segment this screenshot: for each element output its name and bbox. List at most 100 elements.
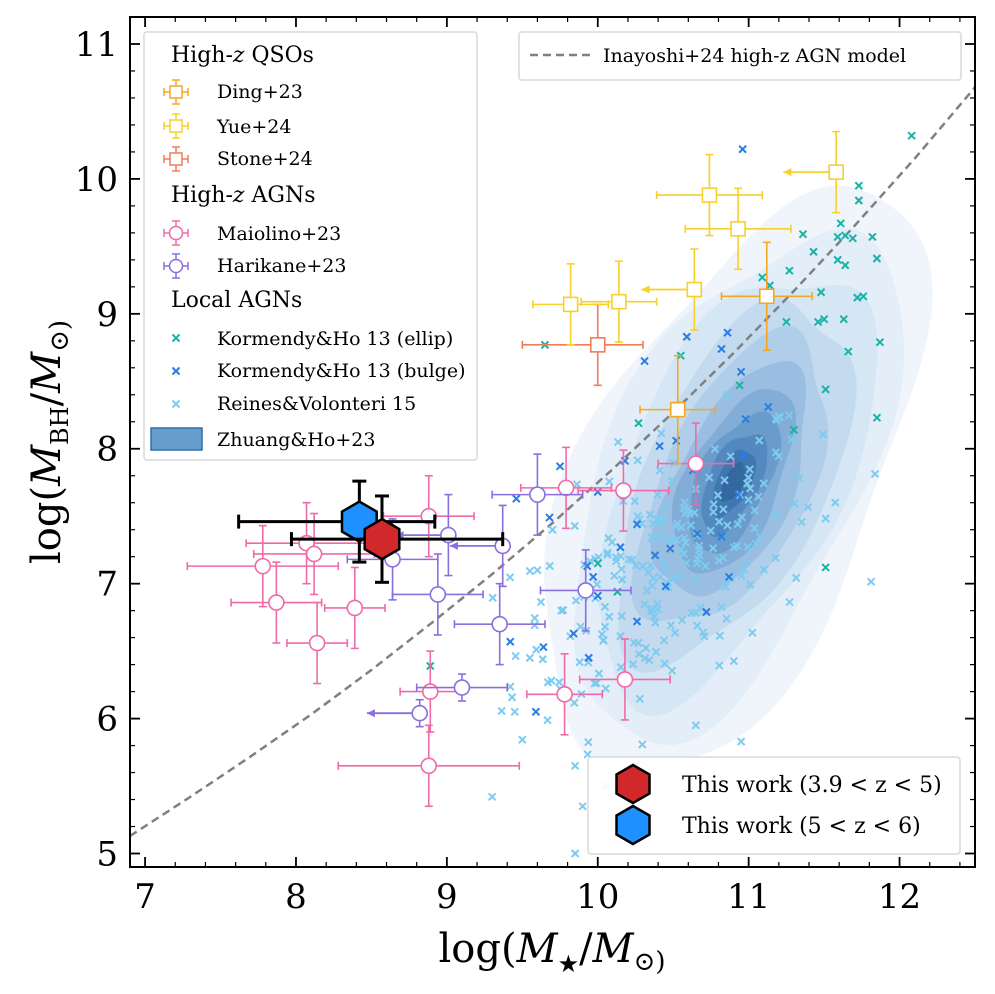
kh-bulge-point-b bbox=[650, 551, 660, 560]
rv15-point-b bbox=[649, 612, 659, 621]
kh-ellip-point-b bbox=[782, 317, 791, 327]
rv15-point-b bbox=[821, 514, 830, 523]
kh-ellip-point bbox=[854, 181, 864, 190]
maiolino-point bbox=[186, 524, 340, 608]
rv15-point-b bbox=[722, 614, 731, 623]
rv15-point bbox=[735, 490, 744, 499]
harikane-point bbox=[449, 504, 512, 588]
x-tick-label: 12 bbox=[878, 877, 921, 917]
rv15-point-b bbox=[831, 498, 840, 507]
rv15-point-b bbox=[673, 519, 682, 528]
rv15-point bbox=[653, 490, 662, 499]
rv15-point bbox=[818, 430, 828, 439]
kh-bulge-point-b bbox=[632, 520, 642, 529]
legend-heading-qsos: High-z QSOs bbox=[171, 43, 314, 68]
kh-ellip-point-b bbox=[819, 315, 829, 324]
rv15-point bbox=[661, 502, 671, 511]
rv15-point bbox=[722, 614, 731, 623]
rv15-point bbox=[748, 628, 757, 637]
rv15-point bbox=[530, 621, 539, 630]
rv15-point-b bbox=[634, 649, 644, 659]
kh-bulge-point bbox=[741, 414, 750, 424]
rv15-point-b bbox=[870, 469, 880, 479]
rv15-point-b bbox=[680, 534, 689, 543]
svg-text:Zhuang&Ho+23: Zhuang&Ho+23 bbox=[217, 429, 375, 451]
maiolino-point-marker bbox=[421, 683, 439, 700]
rv15-point-b bbox=[600, 622, 610, 632]
rv15-point bbox=[655, 466, 665, 475]
kh-bulge-point bbox=[555, 462, 565, 471]
maiolino-point-marker bbox=[615, 482, 632, 499]
legend-item-rv15: Reines&Volonteri 15 bbox=[171, 393, 416, 415]
rv15-point-b bbox=[570, 849, 580, 858]
rv15-point bbox=[603, 548, 612, 557]
rv15-point-b bbox=[692, 559, 702, 568]
maiolino-point bbox=[337, 724, 521, 808]
kh-ellip-point-b bbox=[833, 232, 842, 242]
rv15-point bbox=[792, 573, 801, 583]
kh-bulge-point-b bbox=[741, 414, 750, 424]
rv15-point-b bbox=[545, 561, 554, 571]
rv15-point bbox=[538, 655, 547, 664]
rv15-point bbox=[704, 473, 714, 482]
maiolino-point-marker bbox=[308, 634, 326, 652]
kh-ellip-point bbox=[634, 418, 643, 428]
rv15-point-b bbox=[714, 556, 724, 565]
rv15-point bbox=[797, 517, 806, 527]
maiolino-point bbox=[577, 449, 670, 532]
rv15-point-b bbox=[641, 643, 651, 653]
x-tick-label: 9 bbox=[436, 877, 458, 917]
rv15-point-b bbox=[677, 615, 687, 625]
kh-bulge-point bbox=[655, 441, 664, 451]
harikane-point-arrowhead bbox=[449, 541, 458, 550]
rv15-point-b bbox=[687, 608, 696, 618]
rv15-point-b bbox=[676, 545, 686, 554]
rv15-point bbox=[654, 520, 664, 529]
kh-ellip-point bbox=[809, 247, 818, 256]
x-tick-label: 8 bbox=[285, 877, 307, 917]
rv15-point bbox=[634, 649, 644, 659]
y-axis-label: log(MBH/M⊙) bbox=[24, 320, 75, 564]
rv15-point-b bbox=[736, 571, 746, 581]
kh-bulge-point bbox=[616, 543, 625, 552]
rv15-point bbox=[726, 452, 735, 461]
rv15-point bbox=[585, 556, 595, 566]
rv15-point-b bbox=[584, 737, 593, 747]
rv15-point-b bbox=[575, 657, 584, 667]
rv15-point-b bbox=[510, 707, 519, 717]
rv15-point-b bbox=[633, 512, 642, 521]
rv15-point bbox=[759, 479, 768, 488]
kh-ellip-point-b bbox=[816, 288, 826, 297]
legend-marker bbox=[171, 366, 181, 376]
rv15-point bbox=[736, 737, 746, 746]
rv15-point-b bbox=[547, 676, 556, 685]
rv15-point bbox=[719, 505, 728, 514]
rv15-point-b bbox=[655, 466, 665, 475]
stone-point bbox=[521, 303, 644, 387]
rv15-point bbox=[601, 684, 610, 693]
kh-bulge-point-b bbox=[531, 707, 541, 717]
legend-item-harikane: Harikane+23 bbox=[163, 253, 346, 279]
rv15-point bbox=[690, 575, 700, 584]
rv15-point bbox=[677, 615, 687, 625]
rv15-point bbox=[651, 618, 660, 627]
rv15-point bbox=[510, 707, 519, 717]
rv15-point bbox=[638, 562, 648, 571]
rv15-point-b bbox=[659, 557, 668, 567]
kh-bulge-point-b bbox=[584, 653, 593, 663]
rv15-point-b bbox=[667, 476, 677, 485]
rv15-point bbox=[708, 543, 718, 553]
rv15-point bbox=[670, 628, 680, 637]
rv15-point-b bbox=[740, 565, 749, 574]
kh-bulge-point bbox=[738, 145, 747, 154]
yue-point-marker bbox=[686, 281, 703, 298]
rv15-point-b bbox=[590, 679, 599, 688]
rv15-point-b bbox=[610, 571, 619, 581]
ding-point-marker bbox=[758, 288, 775, 305]
plot-frame bbox=[129, 16, 976, 868]
rv15-point bbox=[610, 571, 619, 581]
kh-ellip-point bbox=[868, 232, 877, 242]
maiolino-point bbox=[323, 566, 386, 650]
rv15-point-b bbox=[497, 706, 506, 716]
rv15-point-b bbox=[690, 508, 699, 517]
